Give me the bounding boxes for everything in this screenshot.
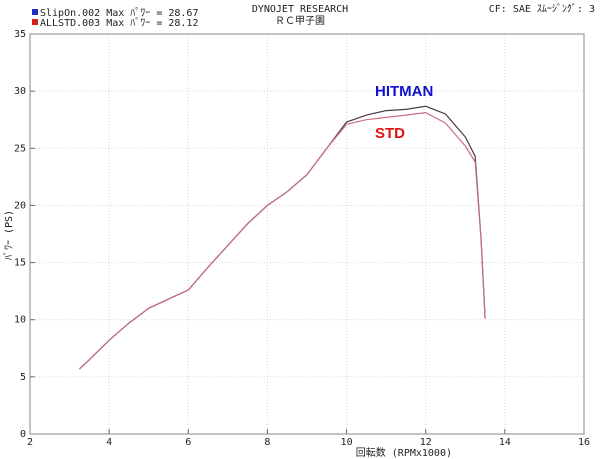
y-tick-label: 35 bbox=[14, 29, 26, 40]
y-tick-label: 0 bbox=[20, 429, 26, 440]
data-line bbox=[79, 105, 486, 370]
annotation: HITMAN bbox=[375, 83, 433, 100]
x-tick-label: 8 bbox=[264, 437, 270, 448]
plot-frame bbox=[29, 33, 585, 435]
x-tick-label: 6 bbox=[185, 437, 191, 448]
x-tick-label: 14 bbox=[499, 437, 511, 448]
x-tick-label: 10 bbox=[341, 437, 353, 448]
annotation: STD bbox=[375, 125, 405, 142]
y-tick-label: 5 bbox=[20, 372, 26, 383]
y-tick-label: 30 bbox=[14, 86, 26, 97]
legend-swatch bbox=[32, 9, 38, 15]
x-tick-label: 4 bbox=[106, 437, 112, 448]
legend-label: ALLSTD.003 Max ﾊﾟﾜｰ = 28.12 bbox=[40, 17, 198, 29]
x-tick-label: 16 bbox=[578, 437, 590, 448]
x-tick-label: 12 bbox=[420, 437, 432, 448]
y-tick-label: 25 bbox=[14, 143, 26, 154]
x-tick-label: 2 bbox=[27, 437, 33, 448]
legend-label: SlipOn.002 Max ﾊﾟﾜｰ = 28.67 bbox=[40, 7, 198, 19]
data-line bbox=[79, 111, 486, 370]
y-axis-label: ﾊﾟﾜｰ (PS) bbox=[3, 210, 15, 260]
chart-title: DYNOJET RESEARCH bbox=[252, 4, 348, 15]
y-tick-label: 10 bbox=[14, 315, 26, 326]
legend-swatch bbox=[32, 19, 38, 25]
y-tick-label: 20 bbox=[14, 200, 26, 211]
x-axis-label: 回転数 (RPMx1000) bbox=[356, 446, 452, 459]
y-tick-label: 15 bbox=[14, 258, 26, 269]
settings-text: CF: SAE ｽﾑｰｼﾞﾝｸﾞ: 3 bbox=[489, 3, 595, 15]
chart-subtitle: ＲＣ甲子園 bbox=[275, 15, 325, 27]
